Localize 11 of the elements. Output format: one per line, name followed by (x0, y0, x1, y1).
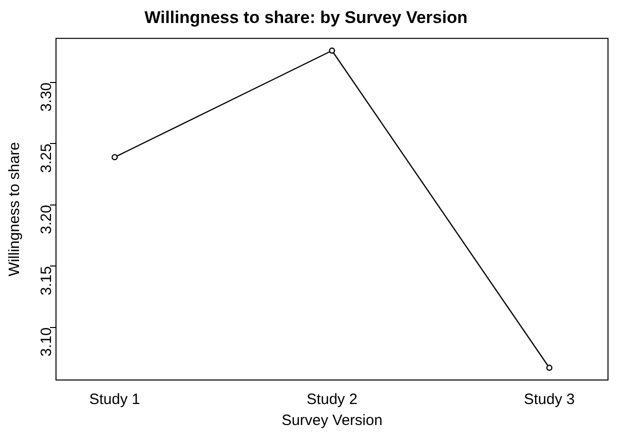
x-tick-label: Study 1 (89, 391, 140, 408)
x-tick-label: Study 2 (306, 391, 358, 408)
chart-title: Willingness to share: by Survey Version (144, 8, 468, 27)
y-axis-title: Willingness to share (6, 142, 24, 276)
y-tick-label: 3.15 (38, 266, 56, 296)
x-tick-label: Study 3 (524, 391, 575, 408)
y-tick-label: 3.25 (38, 144, 56, 173)
y-tick-label: 3.10 (38, 327, 56, 357)
y-tick-label: 3.20 (38, 204, 56, 234)
y-tick-label: 3.30 (38, 82, 56, 112)
x-axis-title: Survey Version (282, 412, 382, 430)
